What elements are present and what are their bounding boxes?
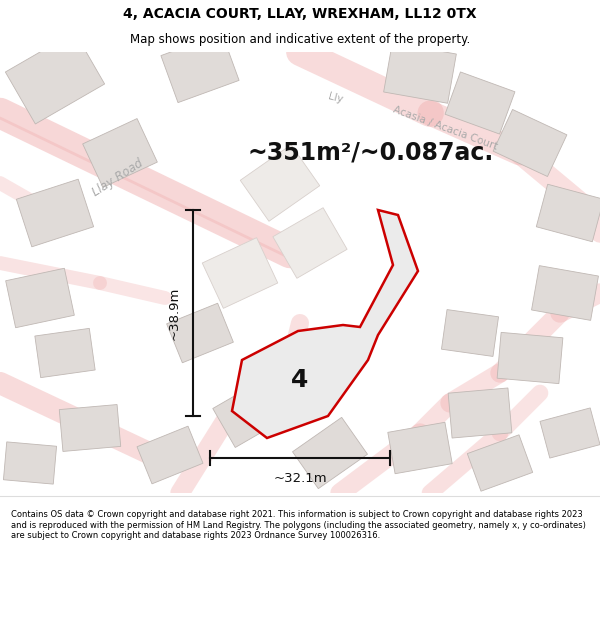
Polygon shape bbox=[448, 388, 512, 438]
Polygon shape bbox=[442, 309, 499, 356]
Polygon shape bbox=[467, 435, 533, 491]
Polygon shape bbox=[532, 266, 598, 321]
Polygon shape bbox=[240, 145, 320, 221]
Polygon shape bbox=[383, 42, 457, 103]
Polygon shape bbox=[5, 32, 104, 124]
Text: ~351m²/~0.087ac.: ~351m²/~0.087ac. bbox=[248, 141, 494, 165]
Polygon shape bbox=[232, 210, 418, 438]
Text: 4, ACACIA COURT, LLAY, WREXHAM, LL12 0TX: 4, ACACIA COURT, LLAY, WREXHAM, LL12 0TX bbox=[123, 7, 477, 21]
Polygon shape bbox=[4, 442, 56, 484]
Text: ~32.1m: ~32.1m bbox=[273, 472, 327, 485]
Polygon shape bbox=[5, 268, 74, 328]
Text: Lly: Lly bbox=[326, 91, 343, 105]
Text: Llay Road: Llay Road bbox=[90, 157, 146, 199]
Polygon shape bbox=[540, 408, 600, 458]
Polygon shape bbox=[137, 426, 203, 484]
Text: Map shows position and indicative extent of the property.: Map shows position and indicative extent… bbox=[130, 32, 470, 46]
Polygon shape bbox=[59, 404, 121, 451]
Polygon shape bbox=[445, 72, 515, 134]
Text: ~38.9m: ~38.9m bbox=[168, 286, 181, 340]
Polygon shape bbox=[493, 109, 567, 176]
Polygon shape bbox=[293, 418, 367, 489]
Polygon shape bbox=[497, 332, 563, 384]
Polygon shape bbox=[83, 119, 157, 188]
Polygon shape bbox=[202, 238, 278, 308]
Polygon shape bbox=[388, 422, 452, 474]
Polygon shape bbox=[273, 208, 347, 278]
Polygon shape bbox=[35, 328, 95, 378]
Polygon shape bbox=[167, 303, 233, 362]
Text: Contains OS data © Crown copyright and database right 2021. This information is : Contains OS data © Crown copyright and d… bbox=[11, 510, 586, 540]
Polygon shape bbox=[213, 379, 287, 448]
Text: 4: 4 bbox=[292, 368, 308, 392]
Text: Acasia / Acacia Court: Acasia / Acacia Court bbox=[391, 104, 499, 152]
Polygon shape bbox=[536, 184, 600, 242]
Polygon shape bbox=[161, 33, 239, 103]
Polygon shape bbox=[16, 179, 94, 247]
